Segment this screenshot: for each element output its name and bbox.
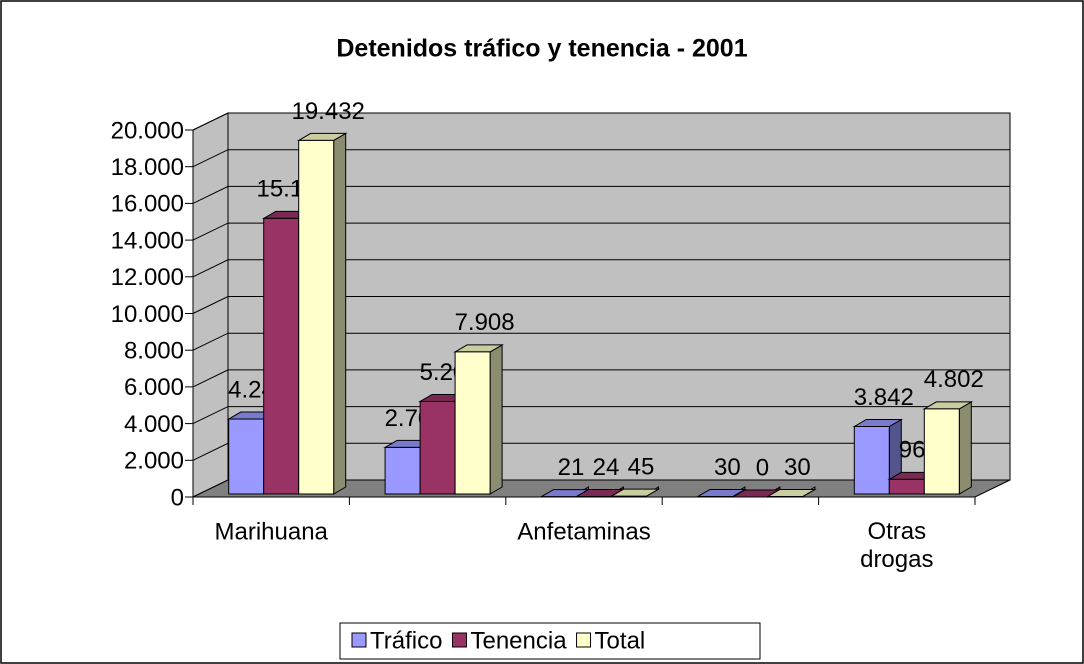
bar-top bbox=[696, 488, 747, 497]
bar bbox=[852, 418, 904, 495]
bar-top bbox=[766, 488, 817, 497]
y-tick-label: 14.000 bbox=[111, 227, 184, 254]
x-tick-label: Marihuana bbox=[214, 518, 328, 545]
chart-title: Detenidos tráfico y tenencia - 2001 bbox=[336, 35, 747, 63]
bar bbox=[609, 486, 661, 498]
legend-swatch bbox=[451, 632, 467, 648]
bar-front bbox=[228, 418, 265, 495]
bar bbox=[922, 401, 974, 495]
data-label: 24 bbox=[593, 454, 620, 481]
grid-line bbox=[192, 406, 1010, 425]
x-tick-label: Otras drogas bbox=[860, 518, 933, 573]
y-tick-label: 0 bbox=[171, 484, 184, 511]
legend-swatch bbox=[576, 632, 592, 648]
data-label: 0 bbox=[756, 454, 769, 481]
y-tick-label: 20.000 bbox=[111, 117, 184, 144]
bar-front bbox=[454, 351, 491, 495]
y-tick-label: 10.000 bbox=[111, 301, 184, 328]
grid-line bbox=[192, 112, 1010, 131]
bar-top bbox=[609, 488, 661, 497]
data-label: 4.802 bbox=[924, 366, 984, 393]
bar-front bbox=[923, 408, 960, 495]
data-label: 21 bbox=[558, 454, 585, 481]
data-label: 19.432 bbox=[291, 98, 364, 125]
legend-label: Tenencia bbox=[470, 627, 567, 654]
grid-line bbox=[192, 332, 1010, 351]
grid-line bbox=[192, 149, 1010, 168]
data-label: 3.842 bbox=[854, 384, 914, 411]
data-label: 30 bbox=[784, 454, 811, 481]
grid-line bbox=[192, 442, 1010, 461]
bar-front bbox=[853, 425, 890, 495]
grid-line bbox=[192, 369, 1010, 388]
y-tick-label: 16.000 bbox=[111, 191, 184, 218]
y-tick-label: 4.000 bbox=[124, 411, 184, 438]
bar-side bbox=[333, 132, 347, 495]
data-label: 45 bbox=[628, 454, 655, 481]
bar-side bbox=[489, 344, 503, 495]
bar-front bbox=[888, 478, 925, 495]
grid-line bbox=[192, 259, 1010, 278]
grid-line bbox=[192, 185, 1010, 204]
grid-line bbox=[192, 296, 1010, 314]
bar bbox=[296, 132, 348, 495]
bar-front bbox=[298, 139, 335, 495]
y-tick-label: 8.000 bbox=[124, 338, 184, 365]
bar bbox=[453, 344, 504, 495]
bar bbox=[766, 486, 817, 498]
bar-front bbox=[384, 446, 421, 495]
bar-front bbox=[263, 217, 300, 495]
legend-label: Tráfico bbox=[370, 627, 442, 654]
bar-front bbox=[419, 400, 456, 495]
y-tick-label: 12.000 bbox=[111, 264, 184, 291]
grid-line bbox=[192, 222, 1010, 241]
bar-side bbox=[958, 401, 972, 495]
y-tick-label: 6.000 bbox=[124, 374, 184, 401]
y-tick-label: 18.000 bbox=[111, 154, 184, 181]
data-label: 7.908 bbox=[455, 309, 515, 336]
legend-swatch bbox=[351, 632, 367, 648]
legend: Tráfico Tenencia Total bbox=[339, 622, 761, 660]
bar bbox=[696, 486, 747, 498]
x-tick-label: Anfetaminas bbox=[517, 518, 650, 545]
data-label: 30 bbox=[714, 454, 741, 481]
y-tick-label: 2.000 bbox=[124, 448, 184, 475]
legend-box bbox=[339, 622, 761, 660]
legend-label: Total bbox=[595, 627, 646, 654]
